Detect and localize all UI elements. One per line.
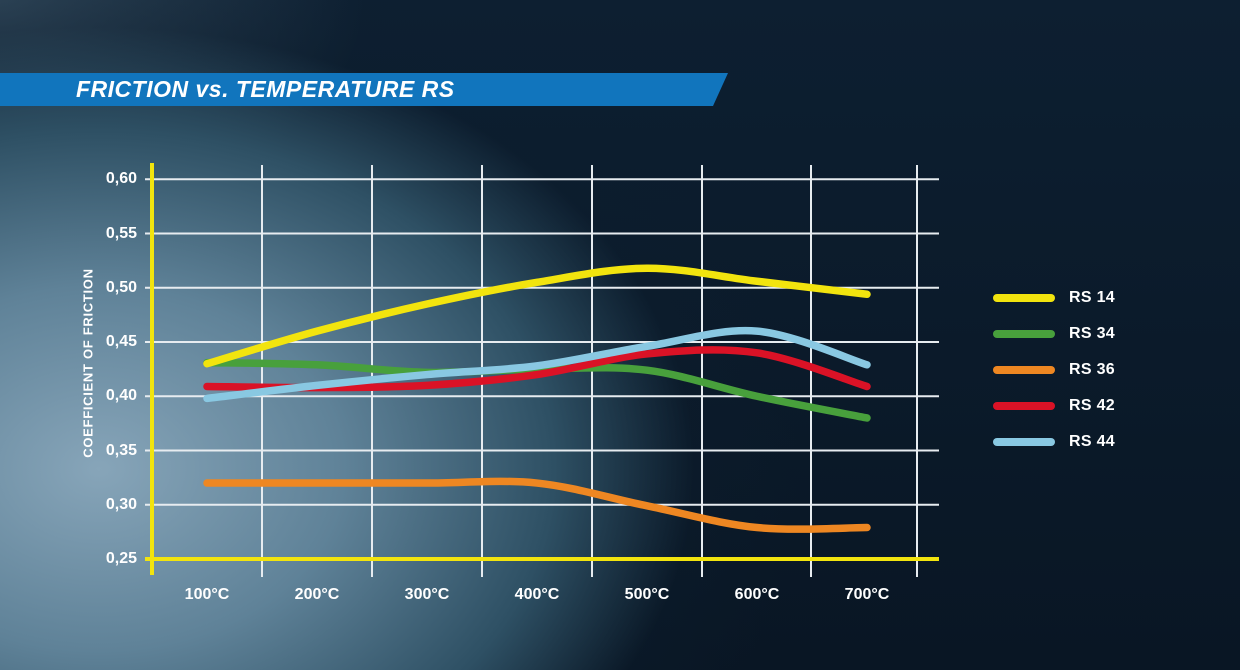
x-tick-label: 500°C — [624, 586, 670, 603]
y-tick-label: 0,35 — [105, 441, 137, 459]
x-tick-label: 200°C — [294, 586, 340, 603]
x-tick-label: 100°C — [184, 586, 230, 603]
legend-swatch-rs-42 — [993, 402, 1055, 410]
y-tick-label: 0,60 — [105, 170, 137, 188]
y-tick-label: 0,30 — [105, 495, 137, 513]
page-title: FRICTION vs. TEMPERATURE RS — [76, 76, 455, 102]
legend-label: RS 14 — [1069, 289, 1115, 306]
legend-swatch-rs-34 — [993, 330, 1055, 338]
x-tick-label: 300°C — [404, 586, 450, 603]
legend-item-rs-14: RS 14 — [993, 288, 1115, 308]
legend-item-rs-44: RS 44 — [993, 432, 1115, 452]
y-tick-label: 0,50 — [105, 278, 137, 296]
legend-label: RS 34 — [1069, 325, 1115, 342]
y-tick-label: 0,25 — [105, 550, 137, 567]
legend-item-rs-42: RS 42 — [993, 396, 1115, 416]
y-tick-label: 0,55 — [105, 224, 137, 242]
legend-item-rs-36: RS 36 — [993, 360, 1115, 380]
x-tick-label: 600°C — [734, 586, 780, 603]
y-tick-label: 0,45 — [105, 333, 137, 350]
legend-label: RS 42 — [1069, 397, 1115, 414]
legend-swatch-rs-36 — [993, 366, 1055, 374]
legend-label: RS 44 — [1069, 433, 1115, 450]
series-rs-14-line — [203, 264, 871, 368]
legend-item-rs-34: RS 34 — [993, 324, 1115, 344]
legend-label: RS 36 — [1069, 361, 1115, 378]
series-rs-36-line — [203, 477, 871, 533]
series-rs-44-line — [203, 326, 871, 403]
y-tick-label: 0,40 — [105, 387, 137, 405]
legend-swatch-rs-44 — [993, 438, 1055, 446]
legend-swatch-rs-14 — [993, 294, 1055, 302]
chart-legend: RS 14 RS 34 RS 36 RS 42 RS 44 — [993, 288, 1115, 468]
x-tick-label: 700°C — [844, 586, 890, 603]
x-tick-label: 400°C — [514, 586, 560, 603]
title-banner: FRICTION vs. TEMPERATURE RS — [0, 73, 728, 106]
